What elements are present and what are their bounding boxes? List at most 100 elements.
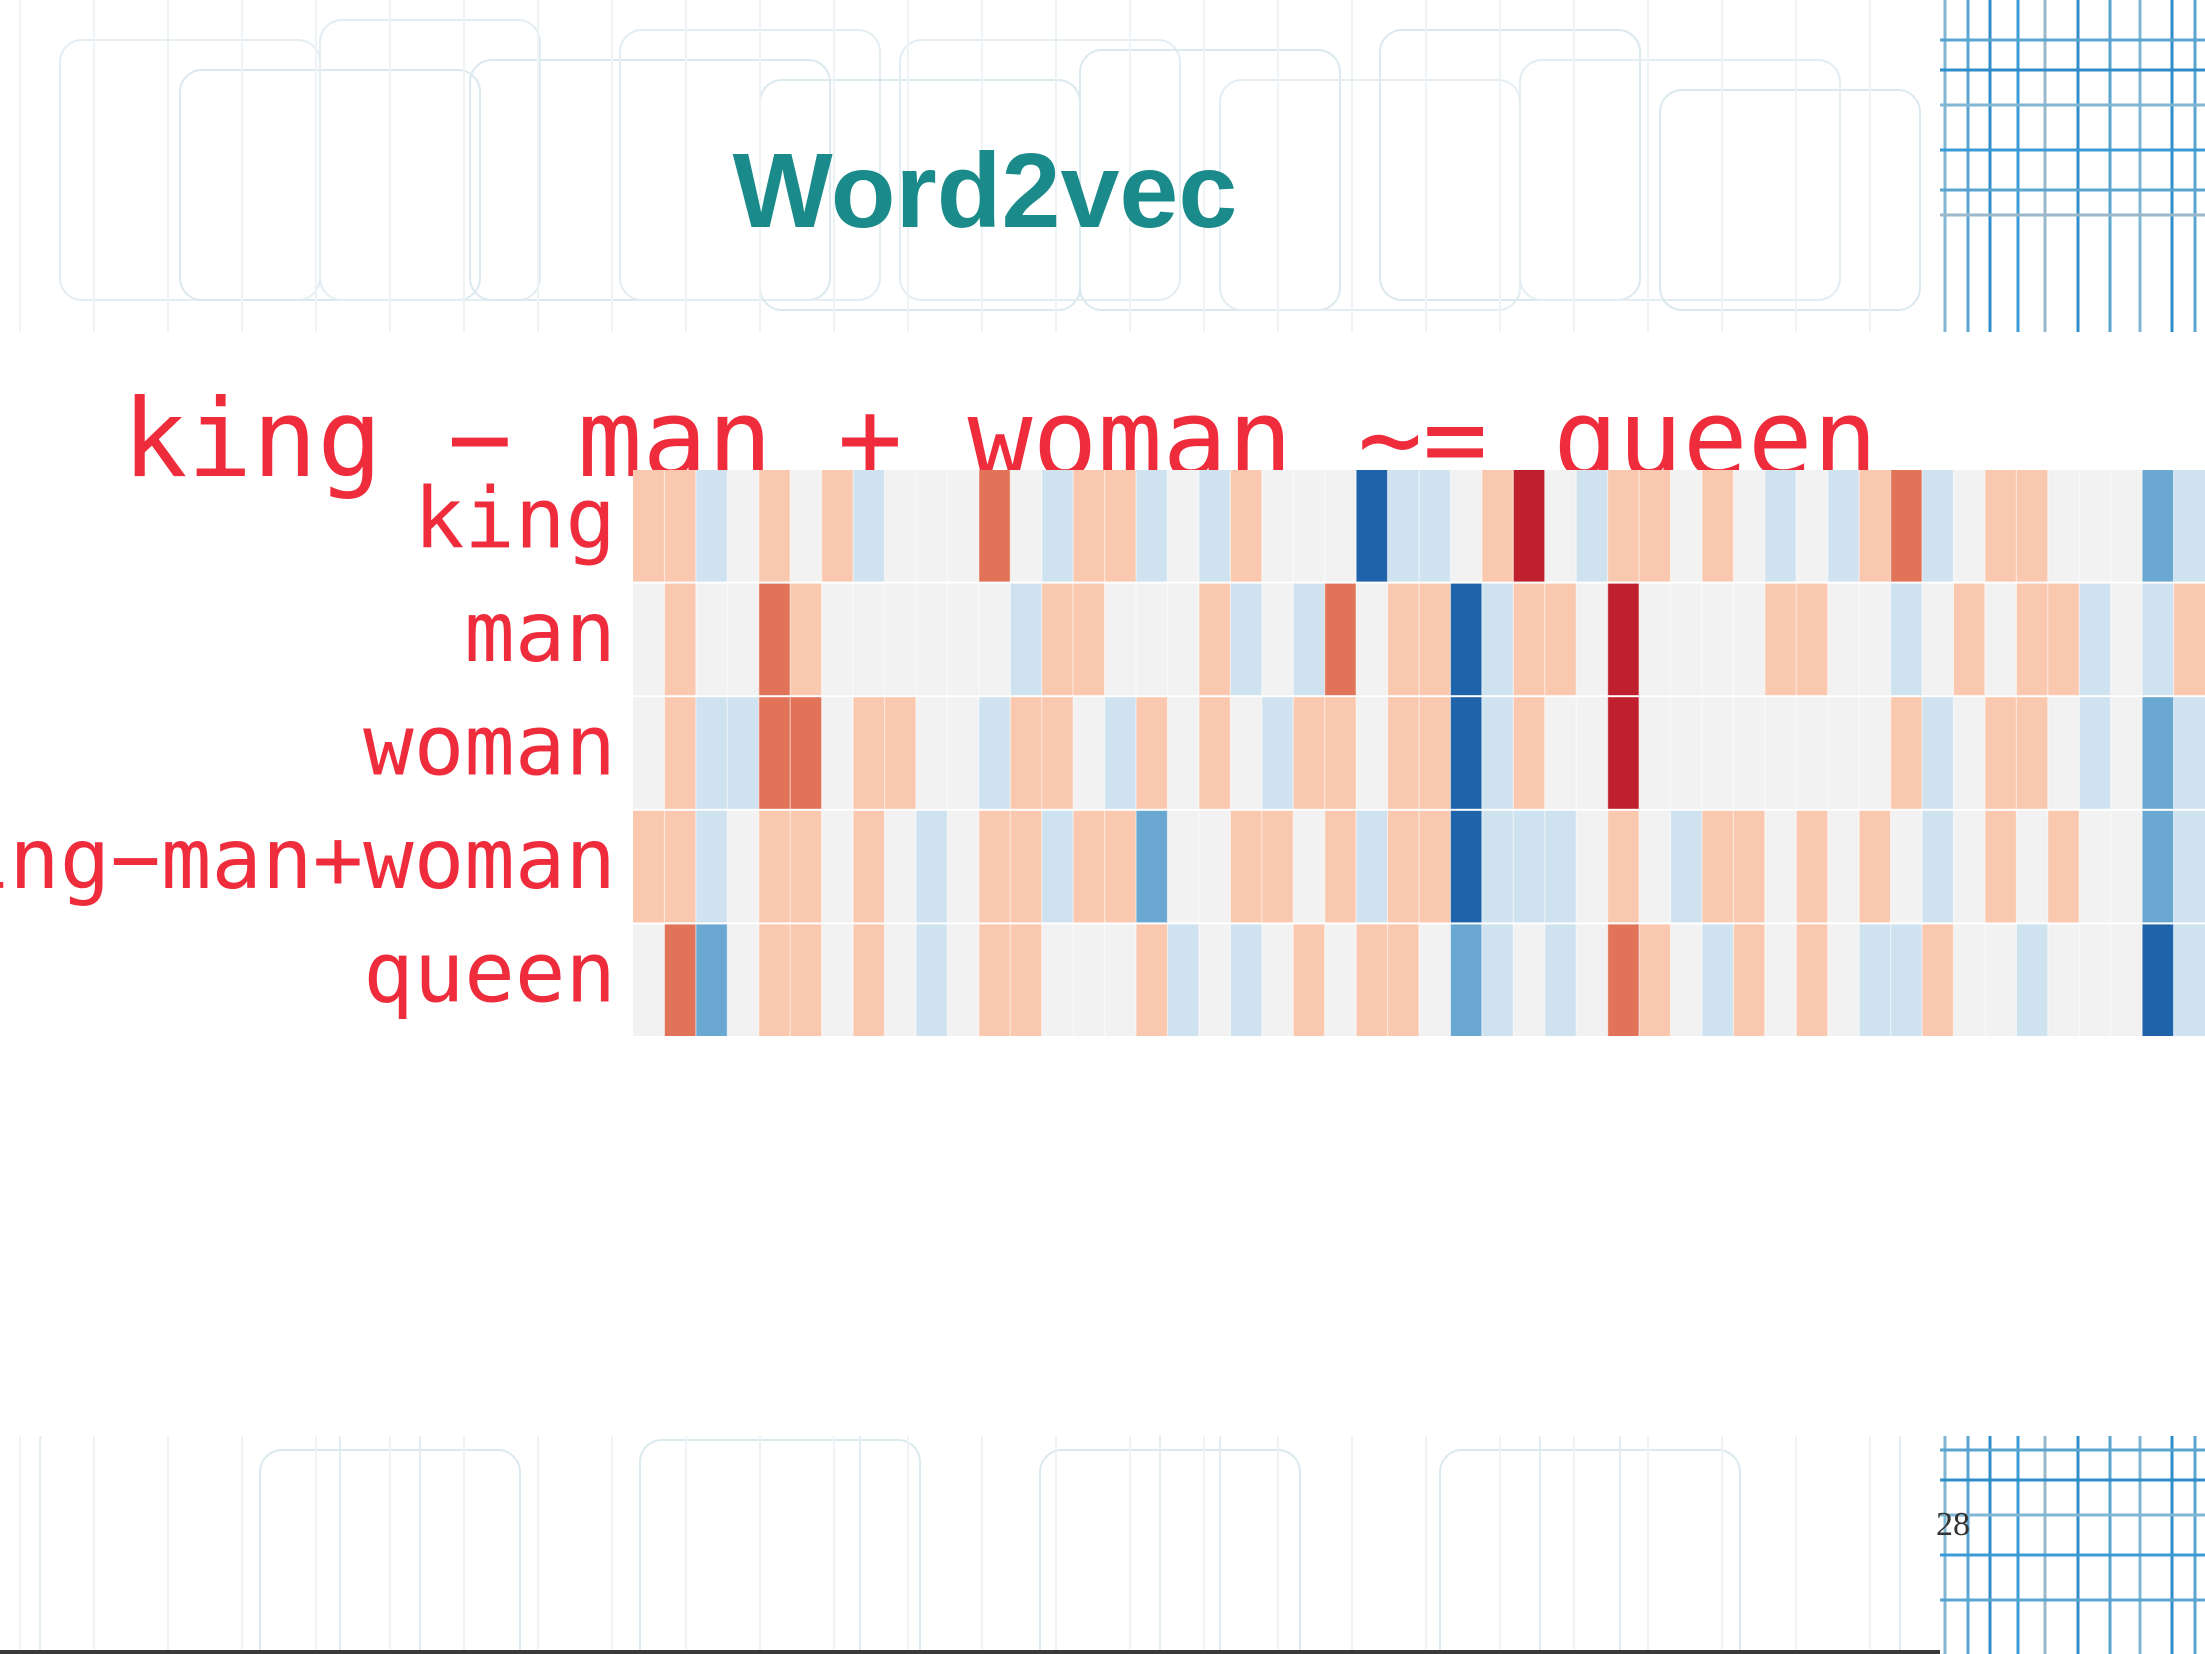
heatmap-cell bbox=[664, 470, 697, 582]
heatmap-cell bbox=[2047, 924, 2080, 1036]
heatmap-cell bbox=[978, 924, 1011, 1036]
heatmap-cell bbox=[2173, 583, 2205, 696]
heatmap-cell bbox=[1827, 470, 1860, 582]
heatmap-cell bbox=[790, 924, 823, 1036]
heatmap-cell bbox=[1890, 697, 1923, 809]
heatmap-cell bbox=[1293, 697, 1326, 809]
heatmap-cell bbox=[758, 470, 791, 582]
heatmap-cell bbox=[2016, 810, 2049, 923]
heatmap-cell bbox=[1733, 583, 1766, 696]
heatmap-cell bbox=[2173, 810, 2205, 923]
heatmap-cell bbox=[633, 697, 666, 809]
row-label: king−man+woman bbox=[0, 810, 616, 908]
heatmap-cell bbox=[1953, 470, 1986, 582]
heatmap-cell bbox=[1293, 583, 1326, 696]
row-label: woman bbox=[363, 696, 616, 794]
heatmap-cell bbox=[853, 924, 886, 1036]
heatmap-cell bbox=[1513, 810, 1546, 923]
heatmap-cell bbox=[1104, 583, 1137, 696]
heatmap-cell bbox=[1450, 697, 1483, 809]
heatmap-cell bbox=[1639, 810, 1672, 923]
heatmap-cell bbox=[1230, 810, 1263, 923]
heatmap-cell bbox=[1419, 924, 1452, 1036]
heatmap-cell bbox=[695, 810, 728, 923]
heatmap-cell bbox=[978, 470, 1011, 582]
heatmap-cell bbox=[1922, 583, 1955, 696]
heatmap-cell bbox=[1670, 810, 1703, 923]
heatmap-cell bbox=[2047, 583, 2080, 696]
heatmap-cell bbox=[1670, 470, 1703, 582]
bg-rounded-line bbox=[179, 69, 481, 301]
heatmap-cell bbox=[1607, 924, 1640, 1036]
heatmap-cell bbox=[2079, 583, 2112, 696]
heatmap-cell bbox=[1481, 810, 1514, 923]
heatmap-cell bbox=[664, 697, 697, 809]
heatmap-cell bbox=[1922, 810, 1955, 923]
heatmap-cell bbox=[1733, 697, 1766, 809]
heatmap-cell bbox=[1513, 583, 1546, 696]
heatmap-cell bbox=[1450, 810, 1483, 923]
heatmap-cell bbox=[1796, 697, 1829, 809]
heatmap-cell bbox=[1073, 583, 1106, 696]
heatmap-cell bbox=[1387, 470, 1420, 582]
row-label: man bbox=[464, 583, 616, 681]
heatmap-cell bbox=[1764, 810, 1797, 923]
heatmap-cell bbox=[915, 470, 948, 582]
heatmap-cell bbox=[790, 810, 823, 923]
heatmap-cell bbox=[1922, 924, 1955, 1036]
heatmap-cell bbox=[915, 697, 948, 809]
heatmap-cell bbox=[1733, 924, 1766, 1036]
heatmap-cell bbox=[1419, 470, 1452, 582]
bg-rounded-line bbox=[1439, 1449, 1741, 1654]
heatmap-cell bbox=[1764, 924, 1797, 1036]
bg-rounded-line bbox=[1519, 59, 1841, 301]
heatmap-cell bbox=[1324, 470, 1357, 582]
bg-rounded-line bbox=[1379, 29, 1641, 301]
heatmap-cell bbox=[1198, 924, 1231, 1036]
heatmap-cell bbox=[758, 810, 791, 923]
heatmap-cell bbox=[1073, 810, 1106, 923]
heatmap-cell bbox=[1953, 697, 1986, 809]
heatmap-cell bbox=[1859, 583, 1892, 696]
heatmap-cell bbox=[1324, 810, 1357, 923]
heatmap-cell bbox=[1701, 470, 1734, 582]
heatmap-cell bbox=[2079, 924, 2112, 1036]
heatmap-cell bbox=[1167, 810, 1200, 923]
heatmap-cell bbox=[1167, 470, 1200, 582]
heatmap-cell bbox=[1544, 810, 1577, 923]
heatmap-cell bbox=[664, 810, 697, 923]
heatmap-cell bbox=[727, 697, 760, 809]
heatmap-cell bbox=[1984, 697, 2017, 809]
heatmap-cell bbox=[1859, 810, 1892, 923]
heatmap-cell bbox=[790, 583, 823, 696]
heatmap-cell bbox=[695, 470, 728, 582]
heatmap-cell bbox=[695, 924, 728, 1036]
heatmap-cell bbox=[1953, 583, 1986, 696]
heatmap-cell bbox=[1607, 470, 1640, 582]
heatmap-cell bbox=[978, 810, 1011, 923]
heatmap-cell bbox=[758, 583, 791, 696]
heatmap-cell bbox=[2016, 583, 2049, 696]
heatmap-cell bbox=[1419, 583, 1452, 696]
heatmap-cell bbox=[790, 470, 823, 582]
heatmap-cell bbox=[1041, 470, 1074, 582]
heatmap-cell bbox=[1073, 697, 1106, 809]
heatmap-cell bbox=[1230, 697, 1263, 809]
heatmap-cell bbox=[821, 810, 854, 923]
heatmap-cell bbox=[2047, 810, 2080, 923]
heatmap-cell bbox=[821, 470, 854, 582]
heatmap-cell bbox=[1324, 583, 1357, 696]
heatmap-cell bbox=[1324, 697, 1357, 809]
heatmap-cell bbox=[1324, 924, 1357, 1036]
heatmap-cell bbox=[1387, 697, 1420, 809]
heatmap-cell bbox=[1890, 924, 1923, 1036]
heatmap-cell bbox=[947, 583, 980, 696]
heatmap-cell bbox=[1796, 583, 1829, 696]
heatmap-cell bbox=[1073, 470, 1106, 582]
heatmap-cell bbox=[1513, 697, 1546, 809]
heatmap-cell bbox=[695, 697, 728, 809]
heatmap-cell bbox=[1984, 470, 2017, 582]
heatmap-cell bbox=[947, 470, 980, 582]
heatmap-cell bbox=[664, 924, 697, 1036]
heatmap-cell bbox=[821, 924, 854, 1036]
